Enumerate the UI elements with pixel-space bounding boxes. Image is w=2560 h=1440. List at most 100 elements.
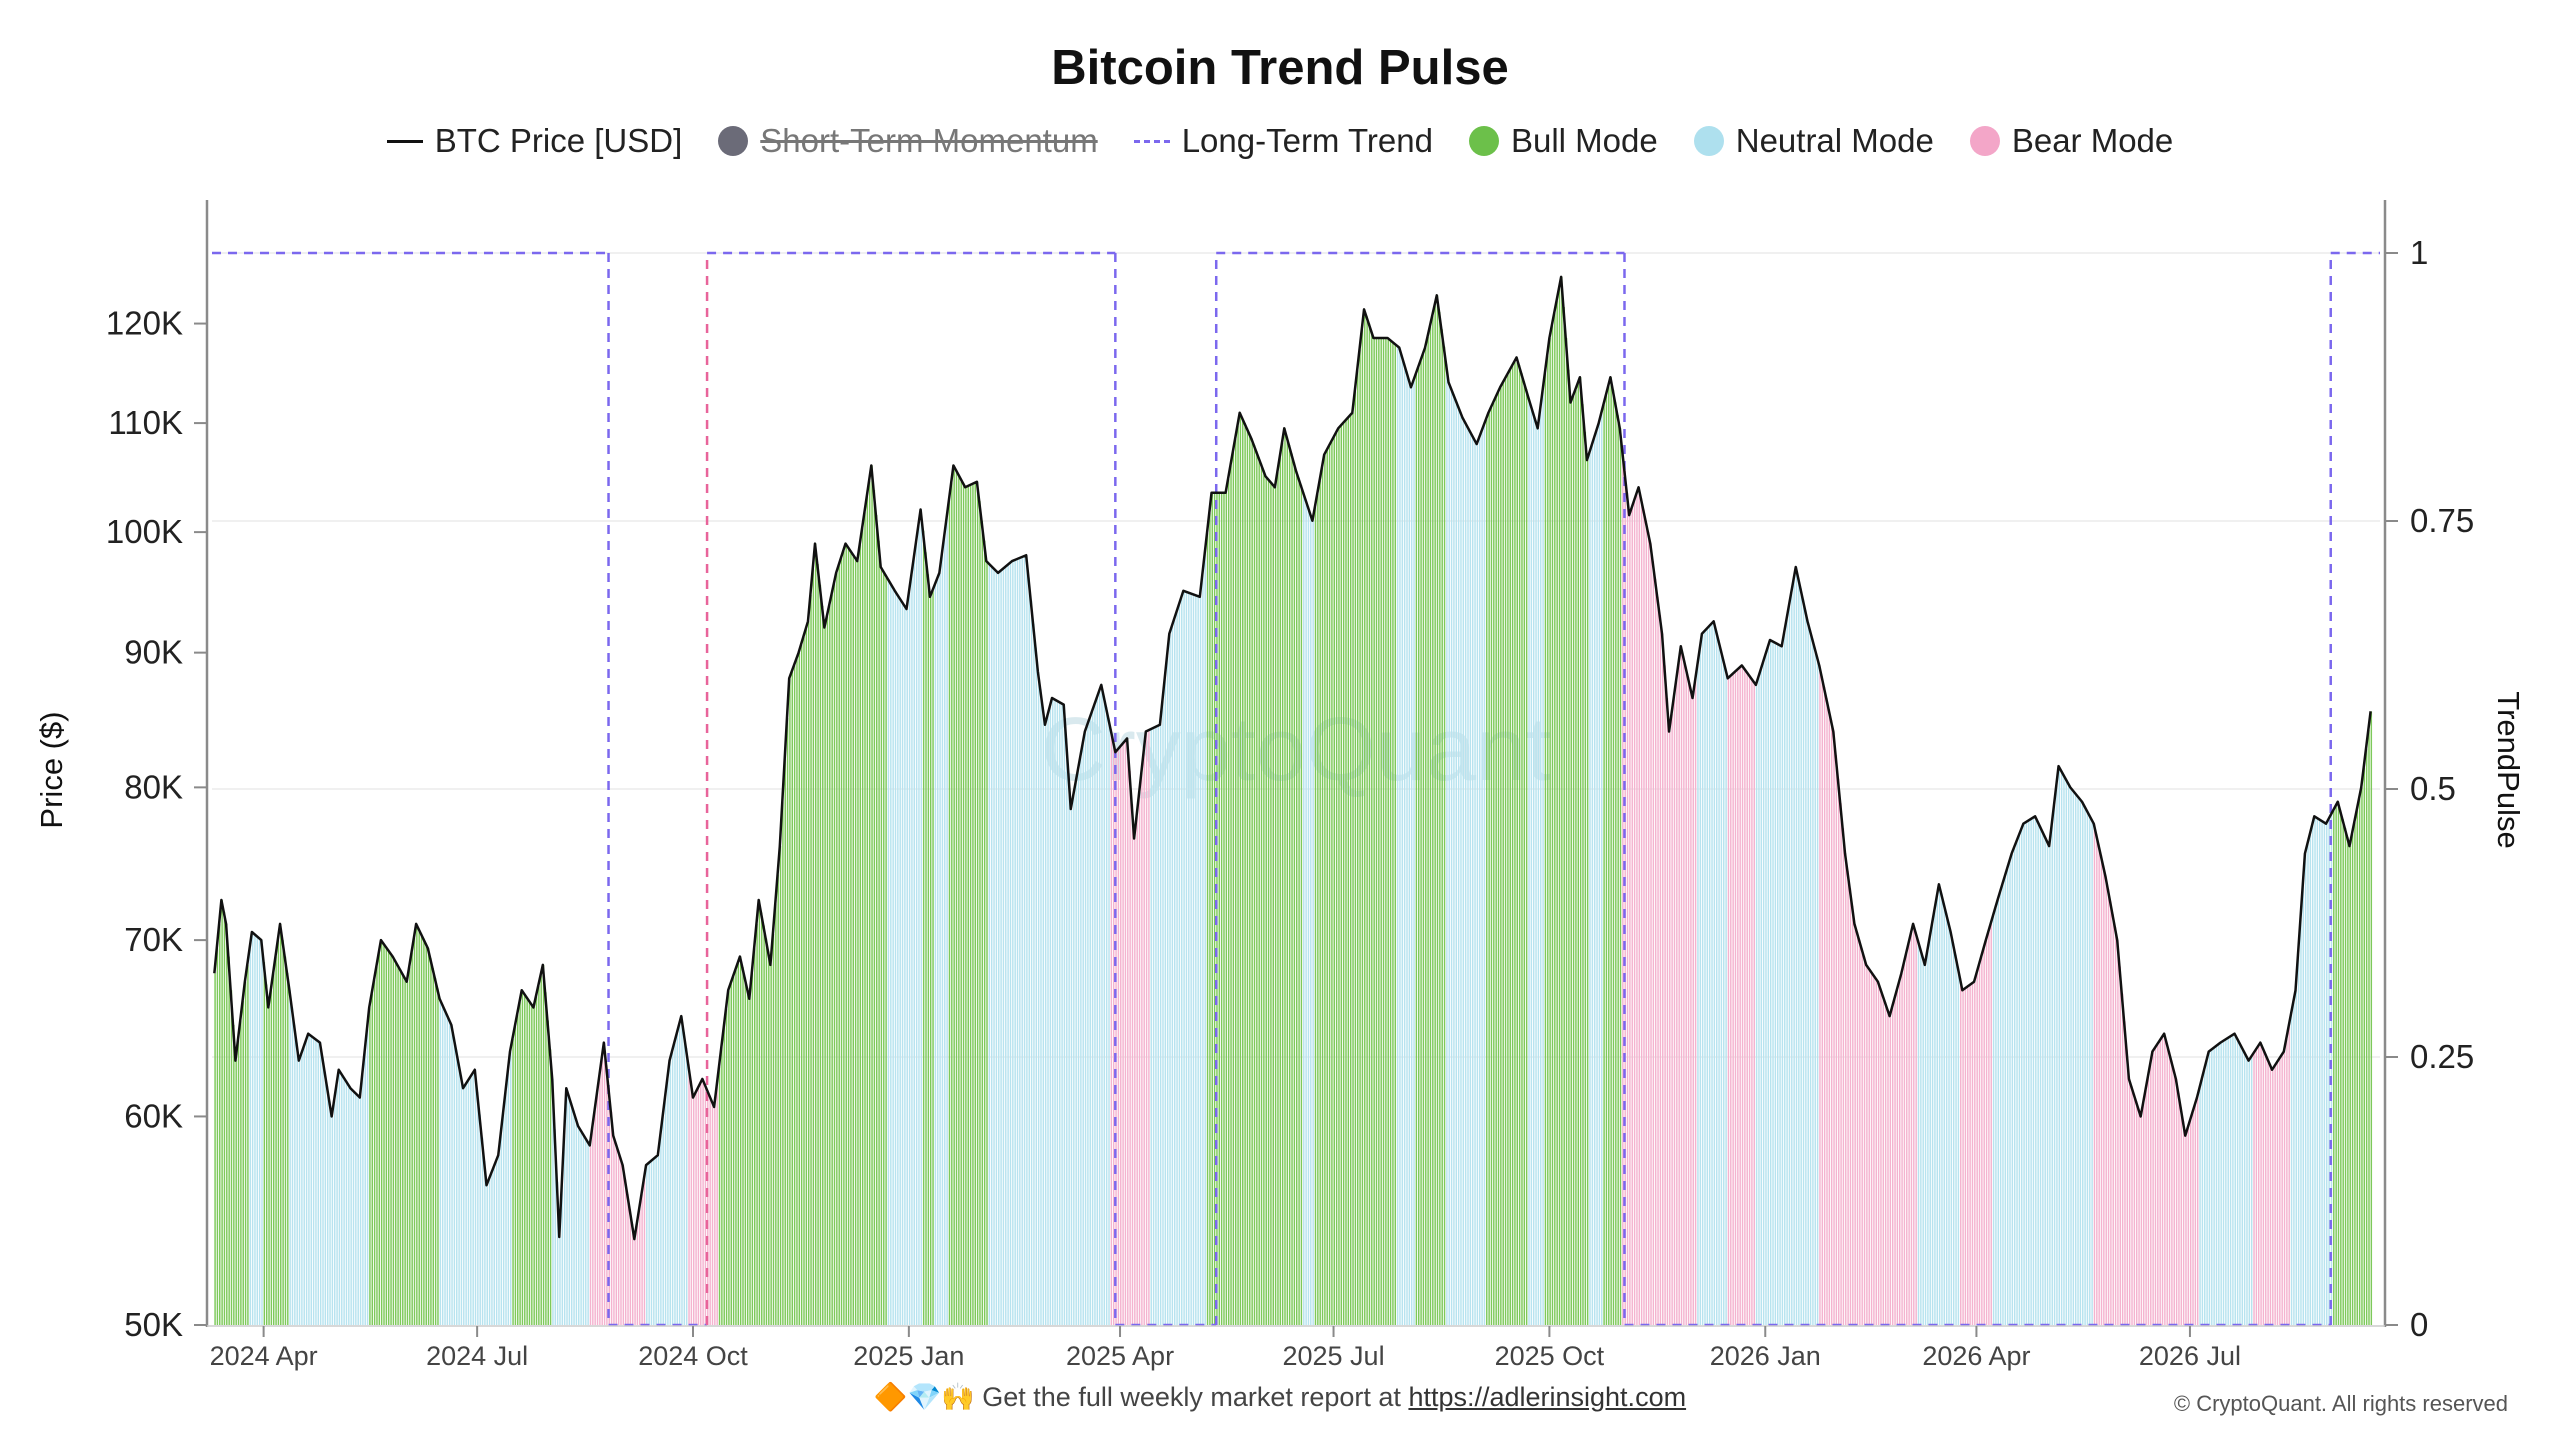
mode-bar-neutral bbox=[448, 1019, 451, 1325]
footer-link[interactable]: https://adlerinsight.com bbox=[1408, 1382, 1687, 1412]
mode-bar-bear bbox=[1692, 698, 1694, 1325]
mode-bar-bear bbox=[1875, 978, 1877, 1325]
mode-bar-neutral bbox=[498, 1155, 500, 1325]
mode-bar-bull bbox=[751, 973, 754, 1325]
mode-bar-neutral bbox=[1767, 647, 1770, 1325]
mode-bar-neutral bbox=[2030, 819, 2032, 1325]
mode-bar-neutral bbox=[1528, 397, 1530, 1325]
mode-bar-bull bbox=[871, 465, 873, 1326]
mode-bar-neutral bbox=[479, 1114, 481, 1325]
mode-bar-bull bbox=[737, 963, 740, 1325]
mode-bar-neutral bbox=[575, 1118, 578, 1325]
mode-bar-bear bbox=[613, 1135, 615, 1325]
mode-bar-neutral bbox=[467, 1080, 470, 1325]
mode-bar-bull bbox=[402, 973, 404, 1325]
mode-bar-neutral bbox=[258, 938, 261, 1325]
mode-bar-bear bbox=[2143, 1103, 2145, 1325]
mode-bar-bull bbox=[1392, 341, 1394, 1325]
mode-bar-bull bbox=[369, 1007, 371, 1325]
mode-bar-bull bbox=[1345, 420, 1347, 1325]
legend-item-neutral-mode[interactable]: Neutral Mode bbox=[1693, 122, 1934, 160]
mode-bar-neutral bbox=[1718, 640, 1720, 1325]
mode-bar-bull bbox=[1615, 402, 1617, 1326]
mode-bar-bull bbox=[395, 960, 397, 1325]
mode-bar-bear bbox=[2119, 966, 2122, 1325]
mode-bar-bear bbox=[1838, 778, 1840, 1325]
y-right-tick-label: 0.75 bbox=[2410, 502, 2474, 539]
mode-bar-bear bbox=[1129, 770, 1131, 1325]
mode-bar-neutral bbox=[944, 535, 946, 1325]
mode-bar-neutral bbox=[1190, 593, 1192, 1325]
mode-bar-neutral bbox=[1952, 943, 1955, 1325]
mode-bar-bull bbox=[1507, 374, 1509, 1325]
mode-bar-bear bbox=[1748, 675, 1751, 1325]
mode-bar-bull bbox=[1253, 444, 1256, 1326]
mode-bar-bear bbox=[2272, 1069, 2274, 1325]
mode-bar-bear bbox=[631, 1223, 634, 1325]
mode-bar-bull bbox=[836, 572, 838, 1325]
mode-bar-bear bbox=[606, 1065, 608, 1325]
mode-bar-bull bbox=[1500, 387, 1502, 1325]
mode-bar-bear bbox=[1666, 698, 1669, 1325]
mode-bar-bull bbox=[822, 605, 824, 1325]
mode-bar-bull bbox=[219, 923, 221, 1325]
mode-bar-neutral bbox=[493, 1167, 496, 1325]
legend-item-bear-mode[interactable]: Bear Mode bbox=[1969, 122, 2173, 160]
mode-bar-neutral bbox=[1931, 923, 1934, 1325]
mode-bar-bull bbox=[1249, 433, 1251, 1325]
mode-bar-bear bbox=[1110, 729, 1113, 1325]
mode-bar-bear bbox=[2131, 1086, 2133, 1325]
mode-bar-bear bbox=[1694, 681, 1697, 1325]
mode-bar-bull bbox=[955, 469, 958, 1325]
mode-bar-neutral bbox=[444, 1009, 446, 1325]
legend-item-short-term-momentum[interactable]: Short-Term Momentum bbox=[718, 122, 1098, 160]
mode-bar-neutral bbox=[341, 1073, 343, 1325]
mode-bar-neutral bbox=[334, 1100, 336, 1325]
mode-bar-neutral bbox=[2006, 868, 2009, 1325]
mode-bar-bull bbox=[958, 474, 960, 1325]
mode-bar-bull bbox=[420, 933, 423, 1325]
mode-bar-bull bbox=[1521, 373, 1523, 1325]
mode-bar-neutral bbox=[653, 1159, 655, 1325]
mode-bar-bull bbox=[233, 1024, 235, 1325]
legend-item-long-term-trend[interactable]: Long-Term Trend bbox=[1133, 122, 1433, 160]
mode-bar-bull bbox=[1288, 445, 1291, 1325]
mode-bar-bull bbox=[789, 678, 791, 1325]
mode-bar-bull bbox=[718, 1066, 721, 1325]
mode-bar-bear bbox=[1633, 501, 1636, 1326]
mode-bar-bear bbox=[700, 1083, 702, 1325]
mode-bar-neutral bbox=[1786, 619, 1788, 1325]
mode-bar-bear bbox=[1830, 720, 1833, 1325]
mode-bar-bear bbox=[1960, 978, 1962, 1325]
mode-bar-bull bbox=[796, 659, 798, 1325]
mode-bar-bull bbox=[859, 544, 862, 1325]
legend-label: Long-Term Trend bbox=[1181, 122, 1433, 159]
mode-bar-bear bbox=[589, 1145, 592, 1325]
mode-bar-bear bbox=[624, 1179, 627, 1325]
y-left-tick-label: 70K bbox=[124, 921, 183, 958]
mode-bar-neutral bbox=[2211, 1049, 2213, 1325]
mode-bar-bull bbox=[1314, 507, 1317, 1326]
mode-bar-neutral bbox=[474, 1069, 477, 1325]
mode-bar-bear bbox=[1127, 738, 1129, 1325]
mode-bar-neutral bbox=[2326, 823, 2328, 1325]
mode-bar-bull bbox=[1385, 337, 1387, 1325]
legend-item-btc-price-usd[interactable]: BTC Price [USD] bbox=[386, 122, 682, 160]
mode-bar-neutral bbox=[2044, 836, 2046, 1325]
mode-bar-bear bbox=[627, 1194, 629, 1325]
mode-bar-bear bbox=[2253, 1053, 2255, 1325]
mode-bar-bear bbox=[1913, 923, 1915, 1325]
mode-bar-bear bbox=[1732, 674, 1734, 1325]
mode-bar-bear bbox=[1826, 698, 1828, 1325]
legend-item-bull-mode[interactable]: Bull Mode bbox=[1468, 122, 1658, 160]
mode-bar-bull bbox=[531, 1003, 533, 1325]
mode-bar-bear bbox=[634, 1239, 636, 1325]
mode-bar-neutral bbox=[1101, 684, 1103, 1325]
mode-bar-neutral bbox=[303, 1047, 305, 1325]
mode-bar-bear bbox=[1967, 986, 1969, 1325]
mode-bar-neutral bbox=[1410, 387, 1413, 1325]
mode-bar-bear bbox=[599, 1075, 601, 1325]
mode-bar-neutral bbox=[2239, 1042, 2241, 1325]
mode-bar-bull bbox=[270, 990, 273, 1325]
mode-bar-neutral bbox=[892, 586, 894, 1325]
